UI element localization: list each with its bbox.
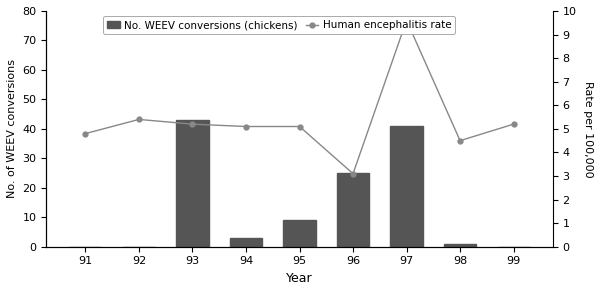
Bar bbox=[337, 173, 369, 247]
Bar bbox=[176, 120, 209, 247]
Bar bbox=[391, 126, 422, 247]
Legend: No. WEEV conversions (chickens), Human encephalitis rate: No. WEEV conversions (chickens), Human e… bbox=[103, 16, 455, 34]
Bar bbox=[283, 220, 316, 247]
Bar bbox=[230, 238, 262, 247]
Y-axis label: No. of WEEV conversions: No. of WEEV conversions bbox=[7, 59, 17, 198]
Bar bbox=[444, 244, 476, 247]
Y-axis label: Rate per 100,000: Rate per 100,000 bbox=[583, 81, 593, 177]
X-axis label: Year: Year bbox=[286, 272, 313, 285]
